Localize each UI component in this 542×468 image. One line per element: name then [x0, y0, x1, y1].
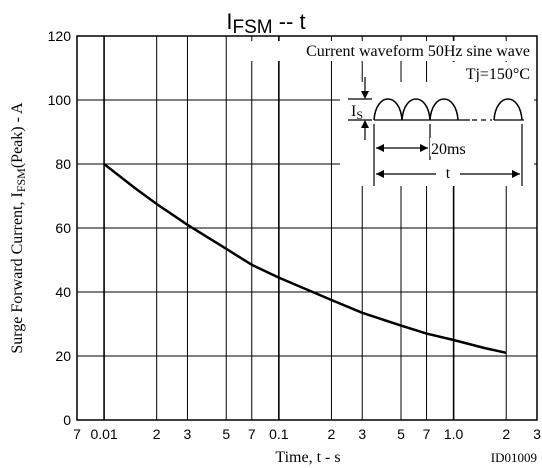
grid	[77, 35, 537, 421]
x-axis-label: Time, t - s	[275, 449, 340, 466]
x-tick-label: 3	[358, 426, 366, 442]
chart-title: IFSM -- t	[226, 9, 305, 38]
annotation-20ms: 20ms	[431, 141, 466, 158]
y-axis-ticks: 0 20 40 60 80 100 120	[48, 28, 72, 428]
figure-id: ID01009	[491, 450, 537, 465]
x-axis-ticks: 7 0.01 2 3 5 7 0.1 2 3 5 7 1.0 2 3	[73, 426, 541, 442]
annotation-is: IS	[351, 103, 363, 122]
annotation-waveform: Current waveform 50Hz sine wave	[306, 43, 530, 60]
x-tick-label: 2	[153, 426, 161, 442]
y-tick-label: 40	[55, 284, 71, 300]
inset-annotation: Current waveform 50Hz sine wave Tj=150°C…	[250, 41, 534, 186]
x-tick-label: 7	[73, 426, 81, 442]
x-tick-label: 0.01	[90, 426, 117, 442]
y-tick-label: 60	[55, 220, 71, 236]
y-tick-label: 20	[55, 348, 71, 364]
series-line	[103, 163, 507, 355]
x-tick-label: 2	[328, 426, 336, 442]
y-tick-label: 100	[48, 92, 72, 108]
x-tick-label: 2	[502, 426, 510, 442]
annotation-tj: Tj=150°C	[466, 66, 530, 83]
plot-frame	[76, 35, 538, 421]
x-tick-label: 5	[397, 426, 405, 442]
y-axis-label: Surge Forward Current, IFSM(Peak) - A	[9, 102, 28, 354]
x-tick-label: 3	[184, 426, 192, 442]
y-tick-label: 80	[55, 156, 71, 172]
y-tick-label: 0	[63, 412, 71, 428]
y-tick-label: 120	[48, 28, 72, 44]
annotation-t: t	[446, 165, 451, 182]
x-tick-label: 1.0	[444, 426, 464, 442]
x-tick-label: 7	[423, 426, 431, 442]
x-tick-label: 0.1	[269, 426, 289, 442]
x-tick-label: 5	[222, 426, 230, 442]
x-tick-label: 7	[248, 426, 256, 442]
x-tick-label: 3	[533, 426, 541, 442]
